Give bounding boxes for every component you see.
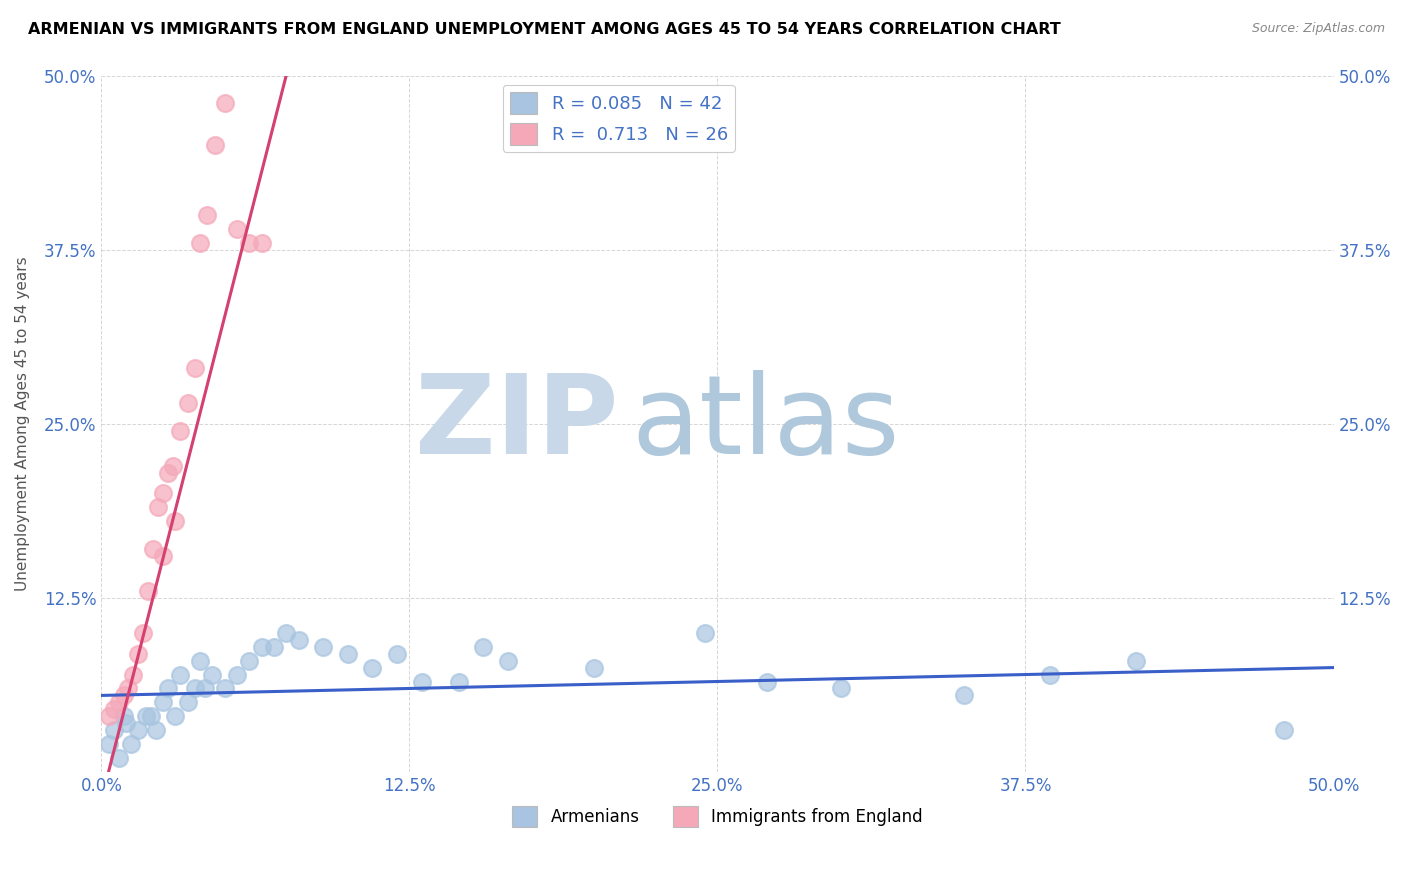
Point (830, 681, 852, 696)
Point (250, 640, 273, 654)
Point (276, 625, 298, 640)
Point (97, 709, 120, 723)
Point (132, 625, 155, 640)
Point (263, 640, 285, 654)
Point (188, 235, 211, 250)
Point (156, 466, 179, 480)
Point (152, 486, 174, 500)
Point (112, 709, 135, 723)
Point (97, 737, 120, 751)
Text: Source: ZipAtlas.com: Source: ZipAtlas.com (1251, 22, 1385, 36)
Point (583, 660, 606, 674)
Point (214, 681, 236, 696)
Point (204, 138, 226, 153)
Point (165, 514, 187, 528)
Point (250, 235, 273, 250)
Point (152, 549, 174, 563)
Point (1272, 723, 1295, 738)
Point (238, 654, 260, 668)
Point (122, 667, 145, 681)
Legend: Armenians, Immigrants from England: Armenians, Immigrants from England (506, 800, 929, 833)
Point (169, 424, 191, 438)
Text: atlas: atlas (631, 370, 900, 477)
Point (127, 647, 149, 661)
Point (194, 681, 217, 696)
Point (103, 702, 125, 716)
Point (146, 500, 169, 515)
Point (103, 723, 125, 738)
Point (755, 674, 778, 689)
Text: ZIP: ZIP (416, 370, 619, 477)
Point (176, 695, 198, 709)
Point (447, 674, 470, 689)
Point (156, 681, 179, 696)
Point (225, 667, 247, 681)
Point (496, 654, 519, 668)
Text: ARMENIAN VS IMMIGRANTS FROM ENGLAND UNEMPLOYMENT AMONG AGES 45 TO 54 YEARS CORRE: ARMENIAN VS IMMIGRANTS FROM ENGLAND UNEM… (28, 22, 1062, 37)
Point (238, 235, 260, 250)
Point (953, 689, 976, 703)
Point (195, 208, 218, 222)
Point (336, 647, 359, 661)
Point (165, 709, 187, 723)
Point (115, 716, 138, 731)
Point (136, 584, 159, 599)
Point (312, 640, 335, 654)
Point (214, 96, 236, 111)
Point (107, 751, 129, 765)
Point (142, 542, 165, 557)
Point (169, 667, 191, 681)
Point (135, 709, 157, 723)
Point (695, 625, 717, 640)
Point (107, 695, 129, 709)
Point (127, 723, 149, 738)
Point (1039, 667, 1062, 681)
Point (117, 681, 139, 696)
Point (120, 737, 142, 751)
Point (112, 689, 135, 703)
Point (287, 632, 309, 647)
Point (184, 681, 207, 696)
Point (1125, 654, 1147, 668)
Point (162, 458, 184, 473)
Point (145, 723, 167, 738)
Point (184, 361, 207, 376)
Point (472, 640, 495, 654)
Point (152, 695, 174, 709)
Point (225, 221, 247, 235)
Y-axis label: Unemployment Among Ages 45 to 54 years: Unemployment Among Ages 45 to 54 years (15, 257, 30, 591)
Point (176, 396, 198, 410)
Point (385, 647, 408, 661)
Point (361, 660, 384, 674)
Point (188, 654, 211, 668)
Point (201, 667, 224, 681)
Point (411, 674, 433, 689)
Point (139, 709, 162, 723)
